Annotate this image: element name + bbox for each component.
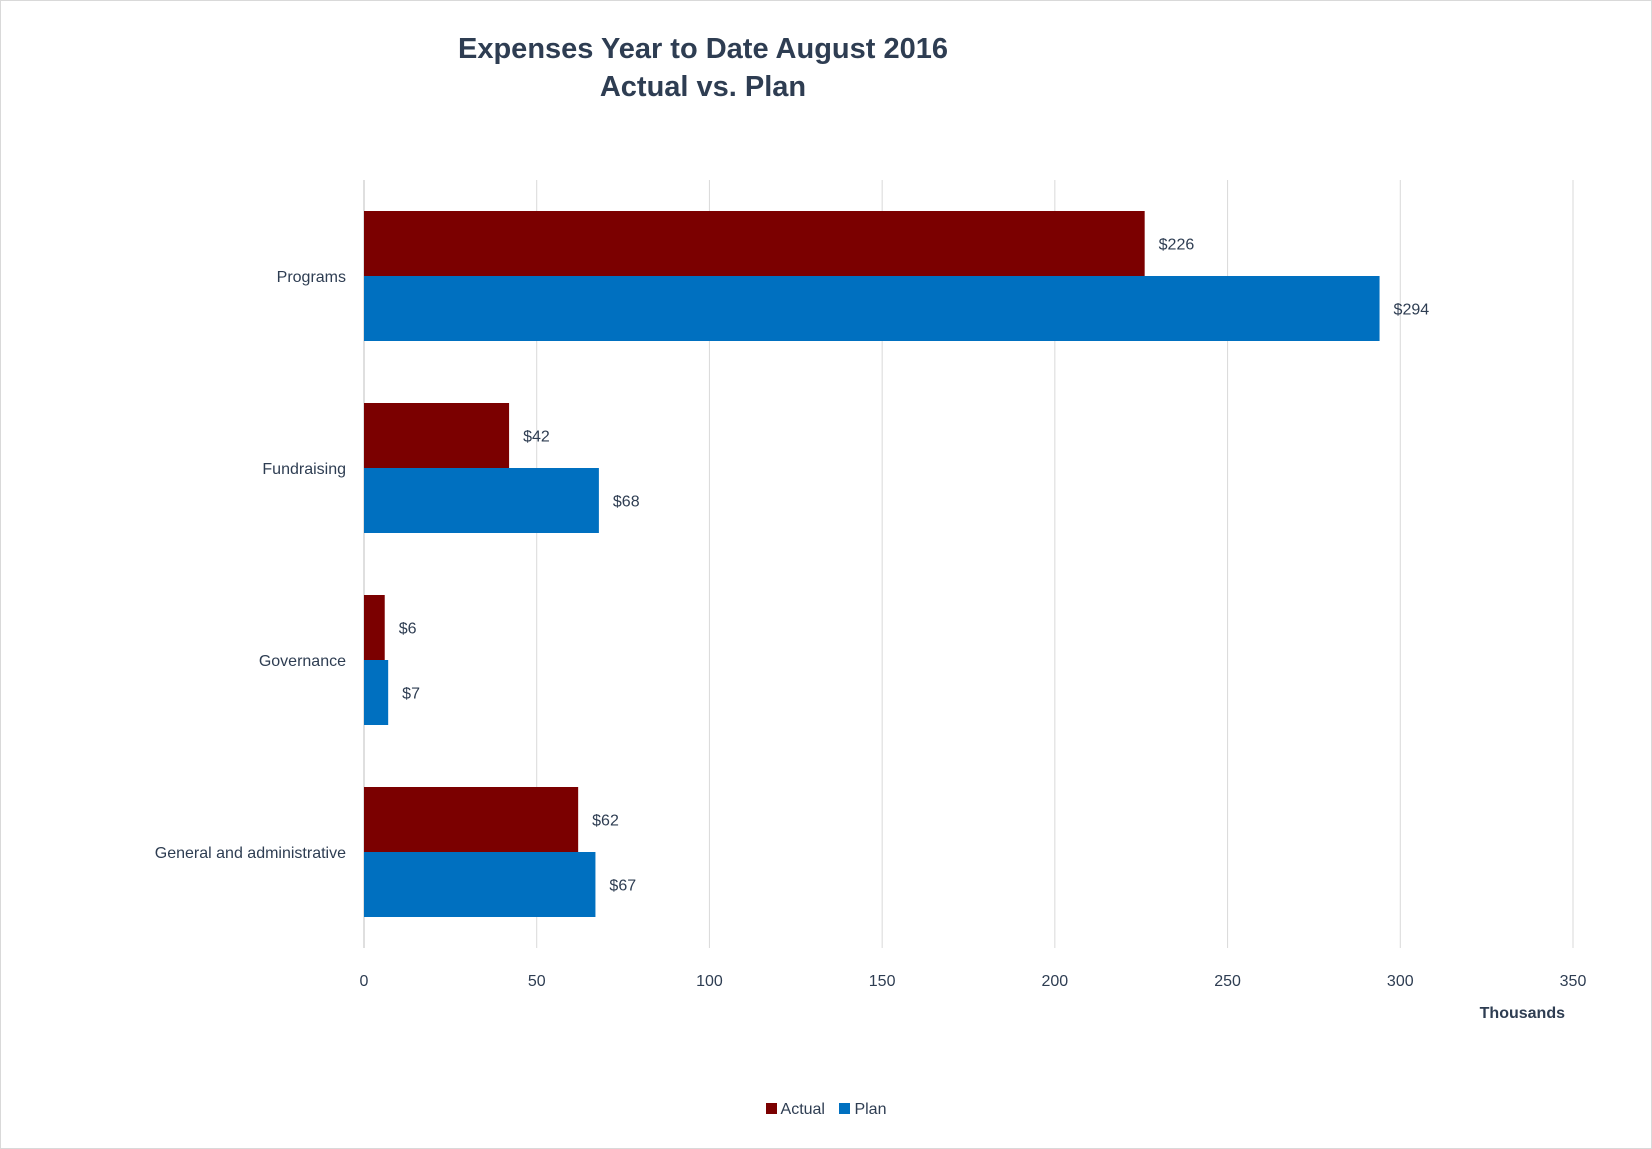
bar-actual (364, 403, 510, 468)
bar-actual (364, 595, 385, 660)
data-label: $62 (592, 813, 619, 830)
x-tick-label: 250 (1214, 973, 1241, 990)
y-tick-label: Governance (259, 653, 346, 670)
legend-item-actual: Actual (765, 1101, 825, 1119)
x-tick-label: 50 (528, 973, 546, 990)
bar-actual (364, 211, 1145, 276)
x-axis: 0 50 100 150 200 250 300 350 (360, 973, 1587, 990)
data-label: $67 (609, 878, 636, 895)
chart-title-line1: Expenses Year to Date August 2016 (458, 33, 948, 65)
x-tick-label: 200 (1042, 973, 1069, 990)
x-axis-title: Thousands (1480, 1005, 1565, 1022)
legend-item-plan: Plan (839, 1101, 886, 1119)
chart-title-line2: Actual vs. Plan (599, 71, 807, 103)
data-label: $6 (399, 621, 417, 638)
x-tick-label: 300 (1387, 973, 1414, 990)
bars (364, 211, 1380, 917)
x-tick-label: 350 (1560, 973, 1587, 990)
y-tick-label: Fundraising (262, 461, 346, 478)
legend-label-plan: Plan (854, 1101, 887, 1118)
bar-plan (364, 852, 596, 917)
data-label: $42 (523, 429, 550, 446)
bar-plan (364, 276, 1380, 341)
y-axis: Programs Fundraising Governance General and… (155, 269, 346, 862)
data-label: $294 (1394, 302, 1430, 319)
legend-swatch-actual (765, 1103, 777, 1114)
y-tick-label: General and administrative (155, 845, 346, 862)
x-tick-label: 150 (869, 973, 896, 990)
bar-plan (364, 468, 599, 533)
data-label: $7 (402, 686, 420, 703)
legend-label-actual: Actual (780, 1101, 825, 1118)
legend: Actual Plan (0, 1101, 1652, 1119)
y-tick-label: Programs (277, 269, 346, 286)
data-label: $226 (1159, 237, 1195, 254)
bar-plan (364, 660, 389, 725)
data-label: $68 (613, 494, 640, 511)
x-tick-label: 0 (360, 973, 369, 990)
x-tick-label: 100 (696, 973, 723, 990)
bar-actual (364, 787, 579, 852)
legend-swatch-plan (839, 1103, 851, 1114)
data-labels: $226 $294 $42 $68 $6 $7 $62 $67 (399, 237, 1430, 895)
chart-title: Expenses Year to Date August 2016 Actual… (303, 30, 1103, 106)
